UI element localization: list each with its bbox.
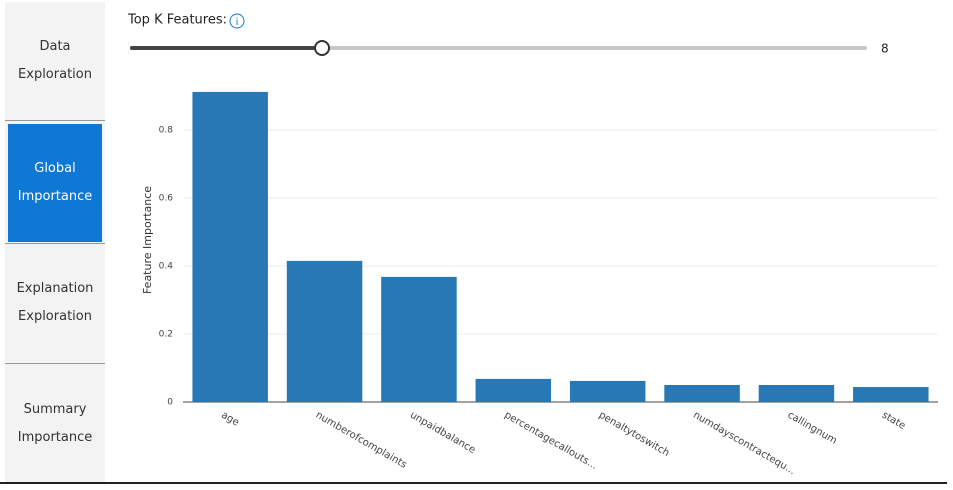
y-tick-label: 0.8 <box>159 126 174 136</box>
x-tick-label: penaltytoswitch <box>597 410 671 459</box>
x-tick-label: age <box>219 410 241 429</box>
bar[interactable] <box>569 380 646 402</box>
y-tick-label: 0 <box>167 398 173 408</box>
separator <box>5 120 105 121</box>
sidebar: Data Exploration Global Importance Explana… <box>5 2 105 482</box>
bar[interactable] <box>758 385 835 402</box>
y-tick-label: 0.6 <box>159 194 174 204</box>
slider-thumb[interactable] <box>314 40 331 56</box>
x-tick-label: unpaidbalance <box>408 410 477 456</box>
bar[interactable] <box>192 91 268 403</box>
bar[interactable] <box>853 387 929 402</box>
separator <box>5 363 105 364</box>
y-tick-label: 0.2 <box>159 330 173 340</box>
bar[interactable] <box>381 276 457 402</box>
bar[interactable] <box>475 378 552 402</box>
x-tick-label: numdayscontractequ... <box>691 410 797 477</box>
info-icon-glyph: i <box>236 17 239 28</box>
y-tick-label: 0.4 <box>159 262 174 272</box>
y-axis-title: Feature Importance <box>141 186 154 294</box>
bar[interactable] <box>286 260 363 402</box>
slider-value: 8 <box>881 42 889 56</box>
slider-label: Top K Features: <box>127 13 227 28</box>
x-tick-label: callingnum <box>785 410 838 447</box>
x-tick-label: percentagecallouts... <box>502 410 599 472</box>
nav-item[interactable]: Summary Importance <box>17 402 93 445</box>
nav-item[interactable]: Data Exploration <box>18 39 92 82</box>
nav-item[interactable]: Explanation Exploration <box>16 281 94 324</box>
info-icon[interactable] <box>229 13 245 29</box>
x-tick-label: numberofcomplaints <box>314 410 409 471</box>
x-tick-label: state <box>880 410 907 432</box>
bar[interactable] <box>664 385 740 402</box>
separator <box>5 243 105 244</box>
nav-item[interactable]: Global Importance <box>8 124 102 242</box>
